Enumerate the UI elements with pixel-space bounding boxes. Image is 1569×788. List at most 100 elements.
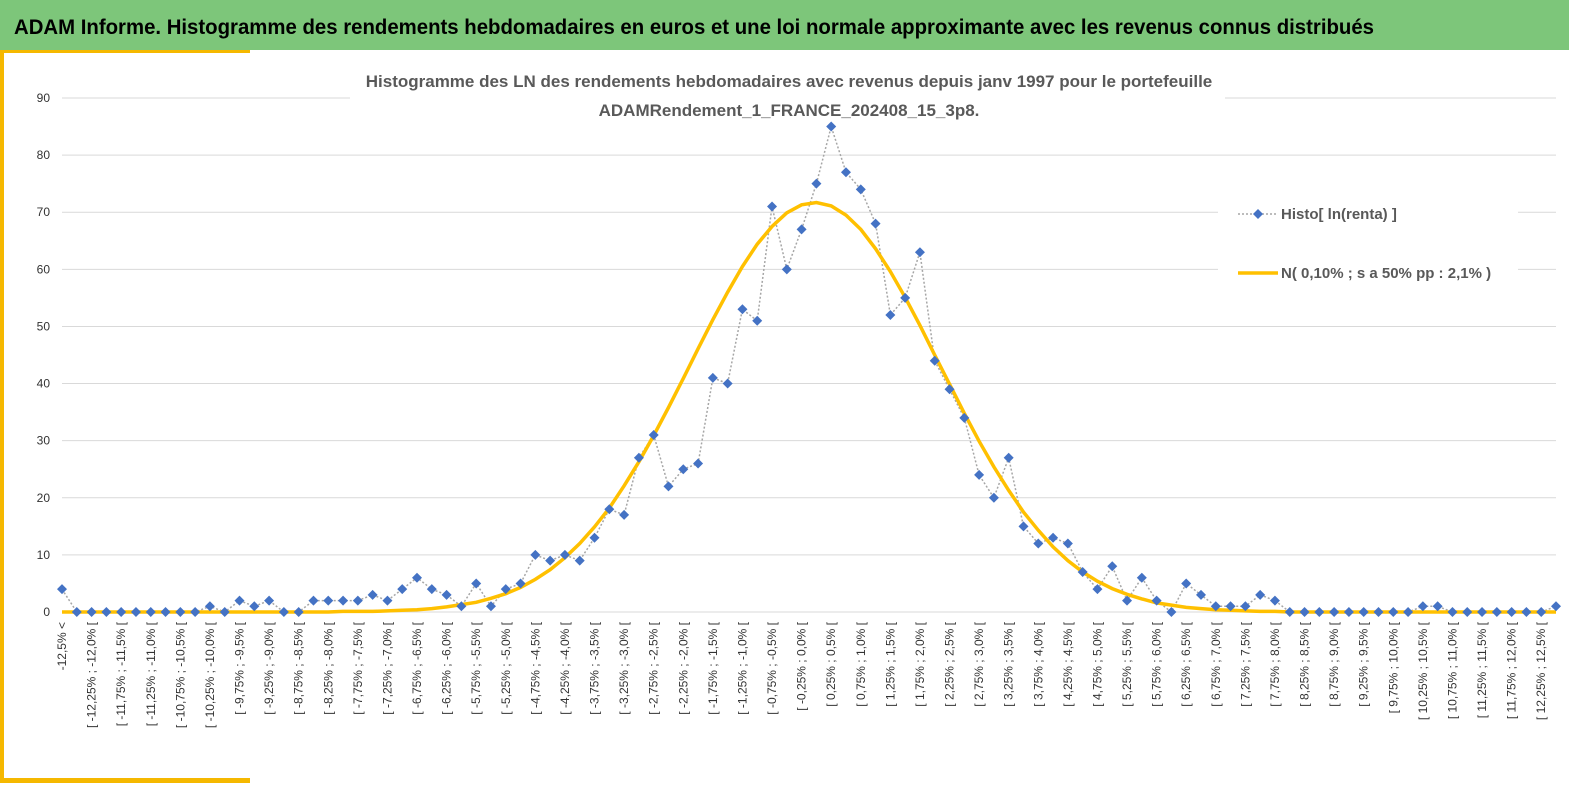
data-point <box>145 607 156 617</box>
x-tick-label: [ -5,25% ; -5,0% [ <box>499 621 513 714</box>
data-point <box>796 224 807 235</box>
y-tick-label: 10 <box>37 548 51 562</box>
data-point <box>840 167 851 178</box>
data-point <box>1551 601 1561 612</box>
data-point <box>1462 607 1473 617</box>
x-tick-label: [ 4,75% ; 5,0% [ <box>1090 621 1104 706</box>
x-tick-label: [ 1,75% ; 2,0% [ <box>913 621 927 706</box>
x-tick-label: [ -2,75% ; -2,5% [ <box>647 621 661 714</box>
data-point <box>130 607 141 617</box>
x-tick-label: -12,5% < <box>55 622 69 670</box>
data-point <box>663 481 674 492</box>
data-point <box>559 549 570 560</box>
data-point <box>545 555 556 566</box>
data-point <box>1225 601 1236 612</box>
data-point <box>71 607 82 617</box>
x-tick-label: [ -0,75% ; -0,5% [ <box>765 621 779 714</box>
x-tick-label: [ 8,75% ; 9,0% [ <box>1327 621 1341 706</box>
x-tick-label: [ -8,75% ; -8,5% [ <box>292 621 306 714</box>
data-point <box>693 458 704 469</box>
x-tick-label: [ 2,75% ; 3,0% [ <box>972 621 986 706</box>
data-point <box>530 549 541 560</box>
x-tick-label: [ 9,75% ; 10,0% [ <box>1386 621 1400 713</box>
data-point <box>1491 607 1502 617</box>
data-point <box>811 178 822 189</box>
x-tick-label: [ 0,25% ; 0,5% [ <box>824 621 838 706</box>
data-point <box>1166 607 1177 617</box>
data-point <box>219 607 230 617</box>
data-point <box>1314 607 1325 617</box>
data-point <box>1122 595 1133 606</box>
x-tick-label: [ -3,25% ; -3,0% [ <box>617 621 631 714</box>
data-point <box>1299 607 1310 617</box>
y-tick-label: 40 <box>37 377 51 391</box>
legend-label: Histo[ ln(renta) ] <box>1281 206 1397 223</box>
x-tick-label: [ 3,75% ; 4,0% [ <box>1031 621 1045 706</box>
x-tick-label: [ -4,75% ; -4,5% [ <box>528 621 542 714</box>
data-point <box>974 469 985 480</box>
data-point <box>515 578 526 589</box>
data-point <box>426 584 437 595</box>
data-point <box>86 607 97 617</box>
legend-label: N( 0,10% ; s a 50% pp : 2,1% ) <box>1281 265 1491 282</box>
data-point <box>1477 607 1488 617</box>
x-tick-label: [ 5,25% ; 5,5% [ <box>1120 621 1134 706</box>
data-point <box>116 607 127 617</box>
chart-title: Histogramme des LN des rendements hebdom… <box>366 72 1213 91</box>
x-tick-label: [ -12,25% ; -12,0% [ <box>85 621 99 728</box>
data-point <box>382 595 393 606</box>
data-point <box>1388 607 1399 617</box>
data-point <box>767 201 778 212</box>
data-point <box>160 607 171 617</box>
x-tick-label: [ -8,25% ; -8,0% [ <box>321 621 335 714</box>
x-tick-label: [ 8,25% ; 8,5% [ <box>1298 621 1312 706</box>
data-point <box>249 601 260 612</box>
data-point <box>1107 561 1118 572</box>
data-point <box>278 607 289 617</box>
y-tick-label: 20 <box>37 491 51 505</box>
data-point <box>944 384 955 395</box>
x-tick-label: [ -11,75% ; -11,5% [ <box>114 621 128 726</box>
x-tick-label: [ 9,25% ; 9,5% [ <box>1357 621 1371 706</box>
accent <box>0 50 250 53</box>
x-tick-label: [ 5,75% ; 6,0% [ <box>1150 621 1164 706</box>
data-point <box>397 584 408 595</box>
data-point <box>367 589 378 600</box>
data-point <box>633 452 644 463</box>
data-point <box>234 595 245 606</box>
x-tick-label: [ 6,25% ; 6,5% [ <box>1179 621 1193 706</box>
data-point <box>900 292 911 303</box>
data-point <box>855 184 866 195</box>
x-tick-label: [ 3,25% ; 3,5% [ <box>1002 621 1016 706</box>
data-point <box>1403 607 1414 617</box>
data-point <box>1181 578 1192 589</box>
data-point <box>589 532 600 543</box>
x-tick-label: [ -9,75% ; -9,5% [ <box>233 621 247 714</box>
x-tick-label: [ -0,25% ; 0,0% [ <box>795 621 809 710</box>
x-tick-label: [ 7,25% ; 7,5% [ <box>1238 621 1252 706</box>
data-point <box>204 601 215 612</box>
y-tick-label: 50 <box>37 319 51 333</box>
title-bg <box>350 64 1225 124</box>
header-title: ADAM Informe. Histogramme des rendements… <box>14 16 1374 39</box>
data-point <box>1284 607 1295 617</box>
data-point <box>1033 538 1044 549</box>
data-point <box>441 589 452 600</box>
data-point <box>338 595 349 606</box>
data-point <box>1195 589 1206 600</box>
data-point <box>574 555 585 566</box>
accent <box>0 50 4 783</box>
data-point <box>959 412 970 423</box>
data-point <box>1358 607 1369 617</box>
data-point <box>1151 595 1162 606</box>
x-tick-label: [ 11,25% ; 11,5% [ <box>1475 621 1489 718</box>
data-point <box>914 247 925 258</box>
data-point <box>500 584 511 595</box>
y-tick-label: 30 <box>37 434 51 448</box>
data-point <box>456 601 467 612</box>
data-point <box>1343 607 1354 617</box>
x-tick-label: [ 10,25% ; 10,5% [ <box>1416 621 1430 720</box>
legend-swatch <box>1253 209 1263 219</box>
data-point <box>1048 532 1059 543</box>
